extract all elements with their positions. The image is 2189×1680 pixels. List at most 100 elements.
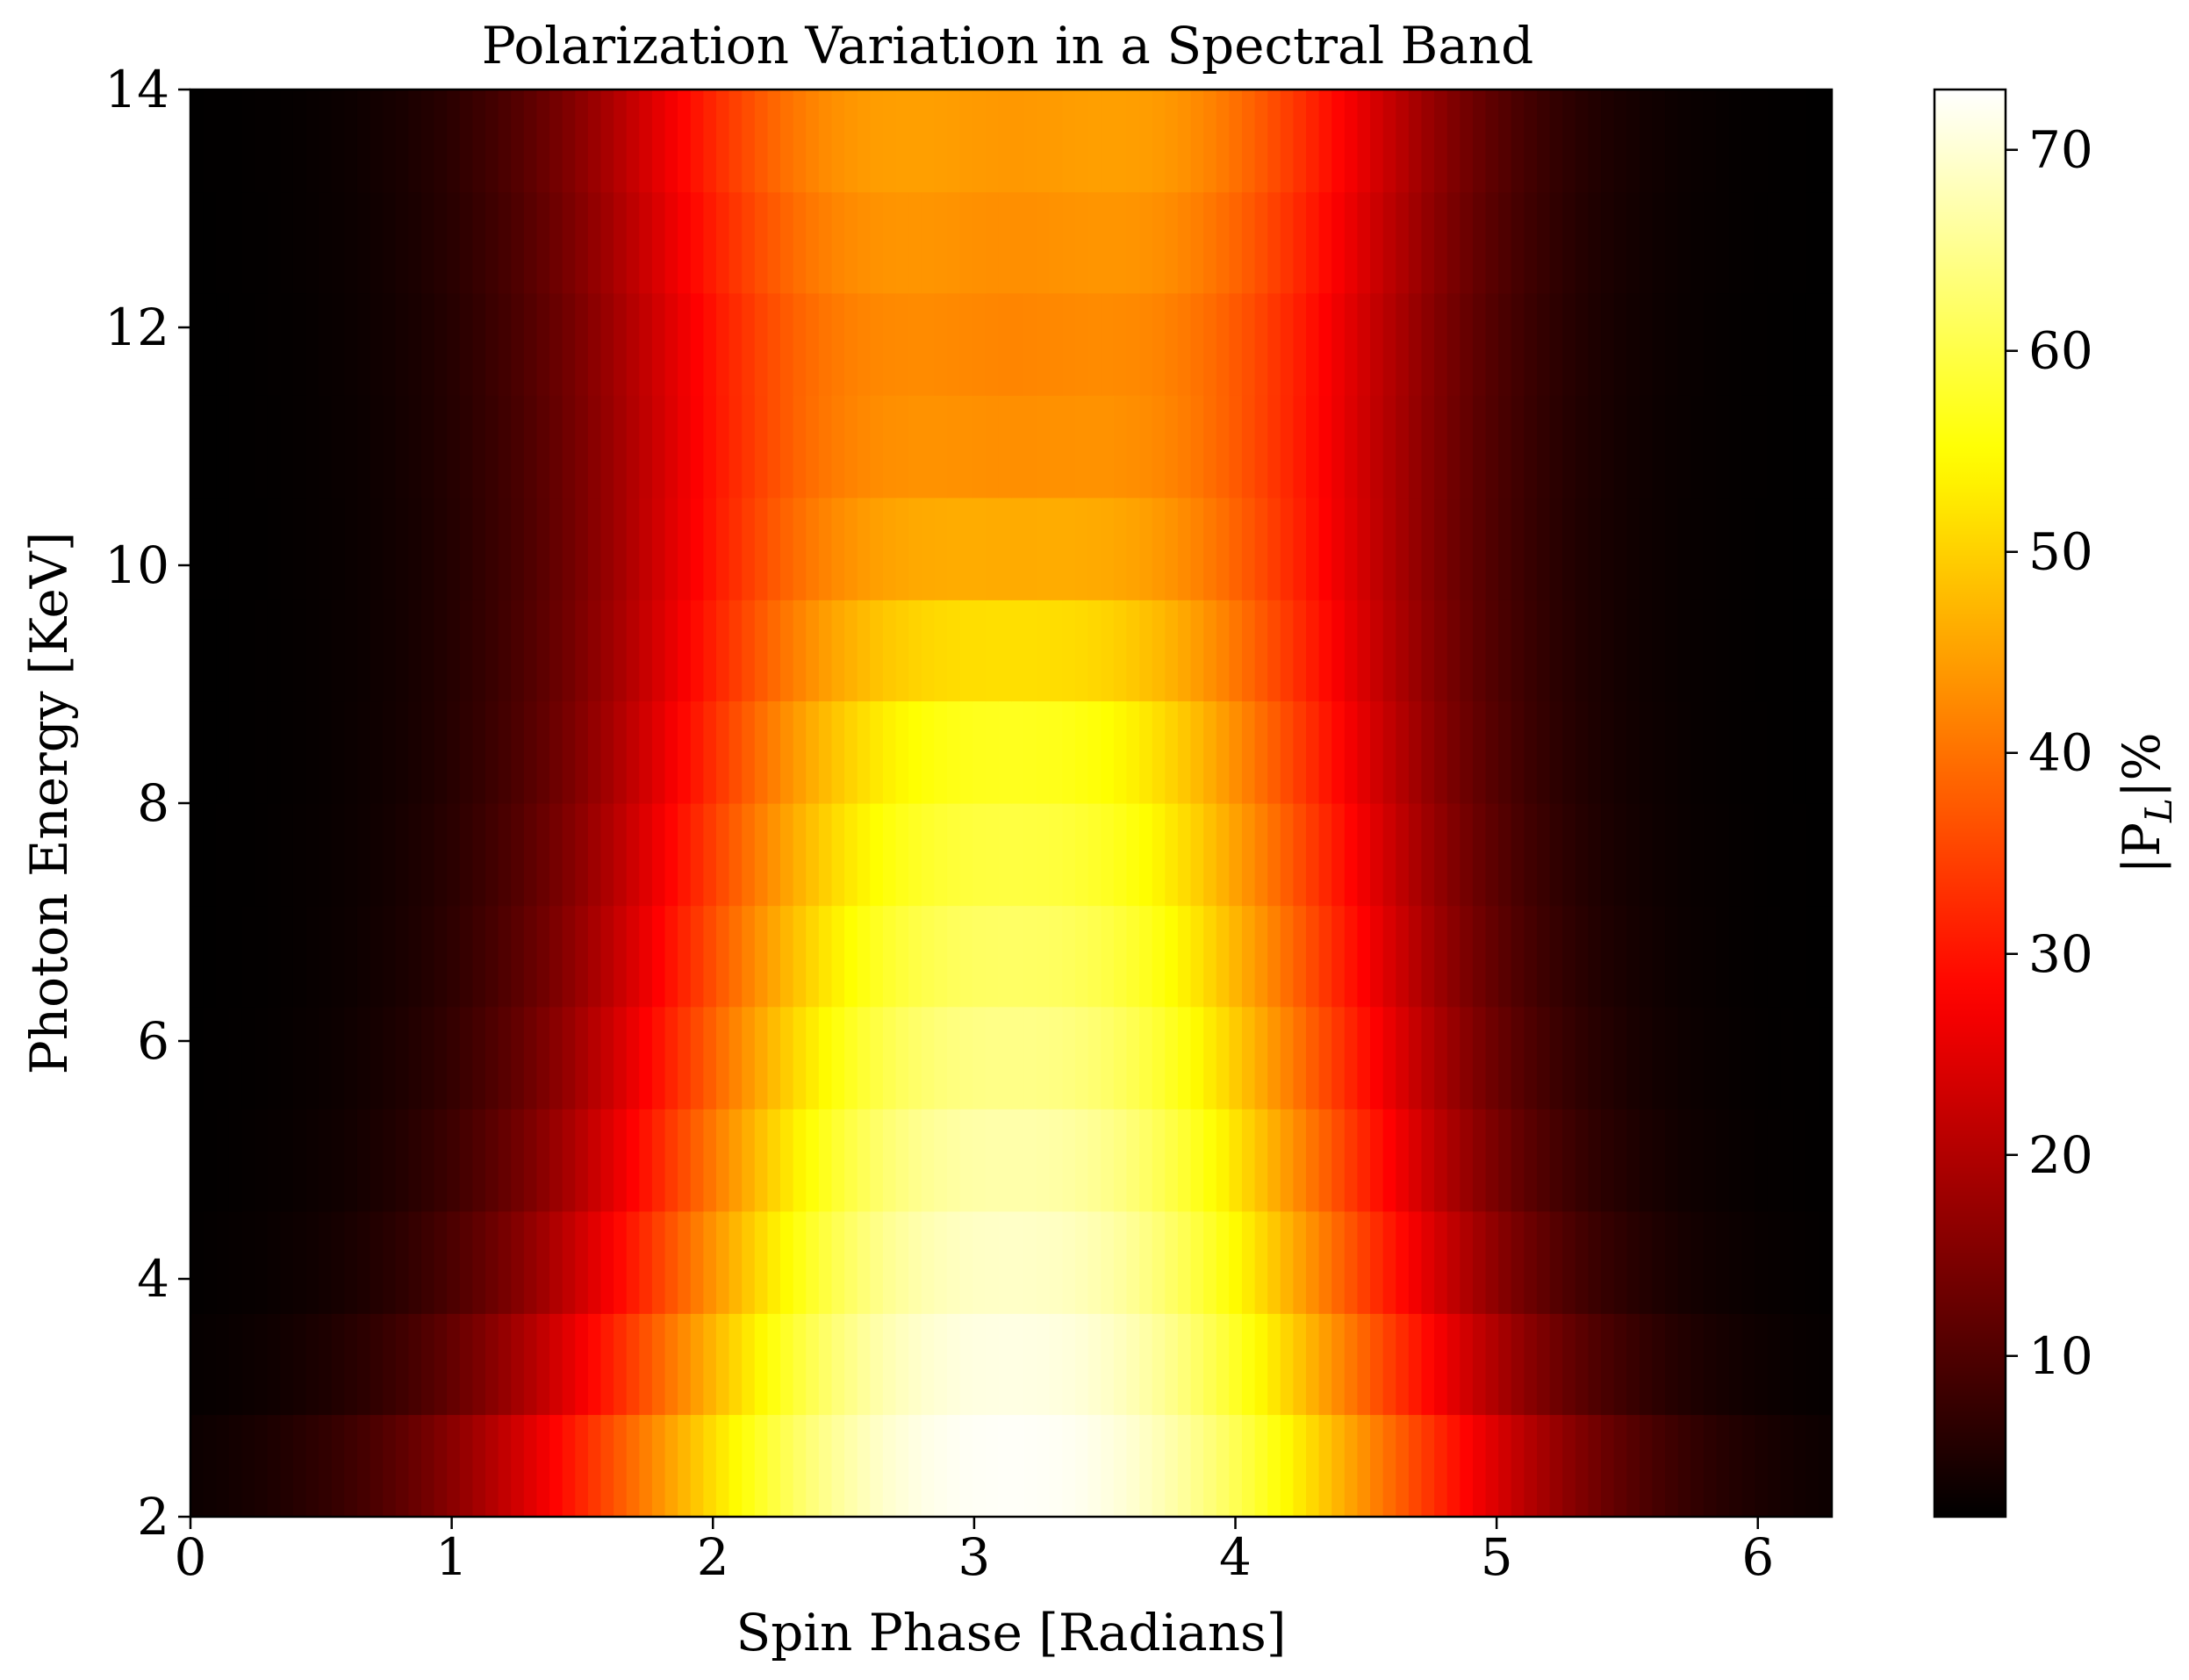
heatmap-cell [1626,1313,1640,1416]
heatmap-cell [1485,292,1499,396]
heatmap-cell [1241,1210,1256,1314]
heatmap-cell [292,191,307,294]
heatmap-cell [1755,1006,1769,1109]
heatmap-cell [1113,1414,1128,1518]
heatmap-cell [587,1109,602,1212]
heatmap-cell [703,1109,717,1212]
heatmap-cell [1190,905,1204,1008]
heatmap-cell [408,395,422,499]
heatmap-cell [959,599,973,702]
heatmap-cell [523,905,538,1008]
heatmap-cell [1165,1414,1179,1518]
heatmap-cell [1062,292,1076,396]
heatmap-cell [1421,803,1435,907]
heatmap-cell [408,191,422,294]
heatmap-cell [1805,90,1819,193]
heatmap-cell [934,497,948,600]
heatmap-cell [1780,1210,1794,1314]
heatmap-cell [1190,497,1204,600]
heatmap-cell [985,90,999,193]
heatmap-cell [793,1210,807,1314]
heatmap-cell [190,1109,205,1212]
heatmap-cell [370,191,384,294]
heatmap-cell [267,191,281,294]
heatmap-cell [651,1414,666,1518]
heatmap-cell [1639,700,1654,804]
heatmap-cell [703,191,717,294]
heatmap-cell [600,497,614,600]
heatmap-cell [767,1414,781,1518]
heatmap-cell [639,292,653,396]
heatmap-cell [921,1414,935,1518]
heatmap-cell [203,905,217,1008]
heatmap-cell [1241,1313,1256,1416]
heatmap-cell [434,191,448,294]
heatmap-cell [703,90,717,193]
heatmap-cell [1819,90,1833,193]
heatmap-cell [908,1313,922,1416]
heatmap-cell [1165,395,1179,499]
heatmap-cell [972,395,987,499]
heatmap-cell [664,90,678,193]
heatmap-cell [1665,395,1679,499]
heatmap-cell [1190,1414,1204,1518]
heatmap-cell [1652,90,1666,193]
heatmap-cell [447,90,461,193]
heatmap-cell [1562,191,1576,294]
heatmap-cell [370,1006,384,1109]
heatmap-cell [921,905,935,1008]
heatmap-cell [331,1210,345,1314]
heatmap-cell [1601,1109,1615,1212]
heatmap-cell [703,1414,717,1518]
heatmap-cell [934,292,948,396]
heatmap-cell [882,395,897,499]
heatmap-cell [1536,1313,1551,1416]
heatmap-cell [1370,1210,1384,1314]
heatmap-cell [1396,599,1410,702]
heatmap-cell [1639,191,1654,294]
heatmap-cell [664,1006,678,1109]
heatmap-cell [908,497,922,600]
heatmap-cell [1613,905,1627,1008]
heatmap-cell [1344,497,1359,600]
heatmap-cell [1254,292,1268,396]
heatmap-cell [703,1313,717,1416]
heatmap-cell [1780,1414,1794,1518]
heatmap-cell [1639,497,1654,600]
heatmap-cell [420,395,435,499]
heatmap-cell [255,599,269,702]
heatmap-cell [1203,1006,1217,1109]
heatmap-cell [356,1414,371,1518]
heatmap-cell [523,90,538,193]
heatmap-cell [844,1006,858,1109]
heatmap-cell [1819,1414,1833,1518]
heatmap-cell [562,1414,576,1518]
heatmap-cell [511,1006,525,1109]
heatmap-cell [1639,1006,1654,1109]
heatmap-cell [1165,292,1179,396]
heatmap-cell [1331,292,1346,396]
heatmap-cell [1421,905,1435,1008]
heatmap-cell [562,1210,576,1314]
heatmap-cell [1665,292,1679,396]
heatmap-cell [319,191,333,294]
heatmap-cell [408,90,422,193]
heatmap-cell [1229,1313,1243,1416]
heatmap-cell [959,1109,973,1212]
heatmap-cell [1306,1313,1320,1416]
heatmap-cell [1472,803,1487,907]
heatmap-cell [895,905,909,1008]
heatmap-cell [1703,395,1718,499]
heatmap-cell [420,905,435,1008]
heatmap-cell [1344,292,1359,396]
heatmap-cell [1434,497,1448,600]
heatmap-cell [921,395,935,499]
heatmap-cell [1344,905,1359,1008]
heatmap-cell [485,191,499,294]
heatmap-cell [1049,90,1064,193]
heatmap-cell [1190,90,1204,193]
heatmap-cell [1190,1210,1204,1314]
heatmap-cell [203,700,217,804]
heatmap-cell [703,292,717,396]
heatmap-cell [1177,1313,1192,1416]
